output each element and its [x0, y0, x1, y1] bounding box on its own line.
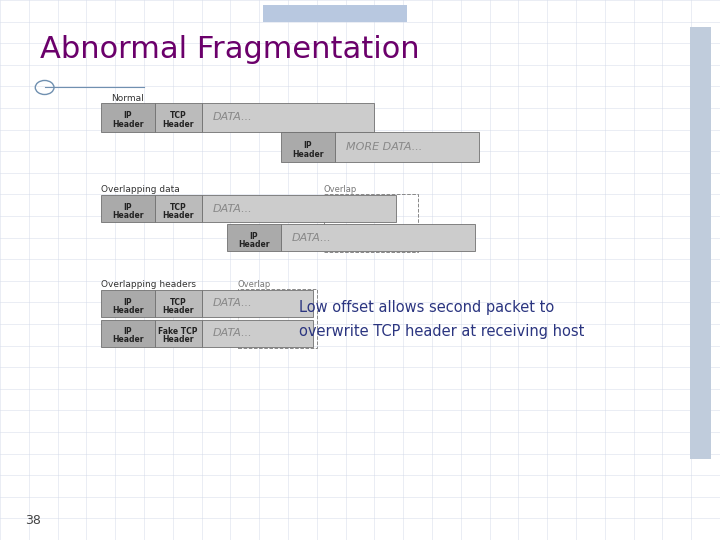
Text: IP: IP	[124, 298, 132, 307]
Bar	[155, 103, 202, 132]
Text: Overlapping data: Overlapping data	[101, 185, 179, 194]
Text: Header: Header	[112, 335, 143, 345]
Text: Header: Header	[112, 211, 143, 220]
Bar	[155, 290, 202, 317]
Bar	[101, 103, 155, 132]
Text: DATA...: DATA...	[212, 112, 252, 123]
Bar	[202, 195, 396, 222]
Text: Fake TCP: Fake TCP	[158, 327, 198, 336]
Bar	[227, 224, 281, 251]
Text: Overlap: Overlap	[324, 185, 357, 194]
Text: IP: IP	[124, 203, 132, 212]
Bar	[155, 195, 202, 222]
Bar	[202, 290, 313, 317]
Text: Abnormal Fragmentation: Abnormal Fragmentation	[40, 35, 419, 64]
Text: Header: Header	[238, 240, 269, 249]
Bar	[281, 224, 475, 251]
Text: TCP: TCP	[170, 203, 186, 212]
Text: DATA...: DATA...	[212, 328, 252, 338]
Text: TCP: TCP	[170, 111, 186, 120]
Text: IP: IP	[250, 232, 258, 241]
Bar	[101, 195, 155, 222]
Bar	[690, 27, 711, 459]
Text: IP: IP	[124, 111, 132, 120]
Bar	[101, 290, 155, 317]
Bar	[155, 320, 202, 347]
Text: DATA...: DATA...	[212, 204, 252, 214]
Text: Low offset allows second packet to
overwrite TCP header at receiving host: Low offset allows second packet to overw…	[299, 300, 584, 339]
Text: IP: IP	[124, 327, 132, 336]
Text: Header: Header	[163, 211, 194, 220]
Text: Header: Header	[112, 120, 143, 130]
Bar	[202, 103, 374, 132]
Text: Header: Header	[163, 120, 194, 130]
Text: Overlap: Overlap	[238, 280, 271, 289]
Text: Normal: Normal	[112, 93, 144, 103]
Text: Header: Header	[163, 335, 194, 345]
Bar	[263, 5, 407, 22]
Text: Header: Header	[112, 306, 143, 315]
Bar	[281, 132, 335, 162]
Text: IP: IP	[304, 141, 312, 150]
Text: DATA...: DATA...	[212, 299, 252, 308]
Bar	[324, 194, 418, 252]
Text: TCP: TCP	[170, 298, 186, 307]
Text: Overlapping headers: Overlapping headers	[101, 280, 196, 289]
Text: 38: 38	[25, 514, 41, 526]
Text: Header: Header	[163, 306, 194, 315]
Bar	[101, 320, 155, 347]
Text: DATA...: DATA...	[292, 233, 331, 242]
Text: MORE DATA...: MORE DATA...	[346, 142, 422, 152]
Bar	[238, 289, 317, 348]
Text: Header: Header	[292, 150, 323, 159]
Bar	[202, 320, 313, 347]
Bar	[335, 132, 479, 162]
